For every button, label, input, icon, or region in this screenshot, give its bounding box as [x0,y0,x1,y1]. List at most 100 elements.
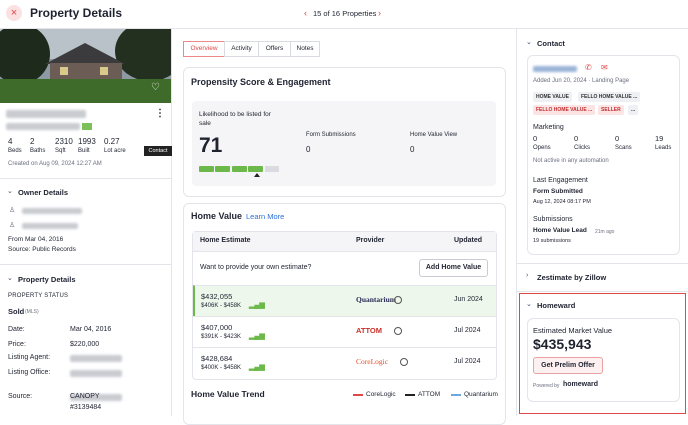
owner-since: From Mar 04, 2016 [8,236,64,243]
add-home-value-button[interactable]: Add Home Value [419,259,488,277]
phone-icon[interactable]: ✆ [585,63,592,72]
highlight-box [519,293,686,414]
label: Last Engagement [533,177,588,184]
chevron[interactable]: › [526,272,529,279]
tag[interactable]: FELLO HOME VALUE ... [533,105,596,115]
stat-label: Lot acre [104,148,126,154]
field-value: #3139484 [70,404,102,411]
redacted-value [70,394,122,401]
mail-icon[interactable]: ✉ [601,63,608,72]
prev-button[interactable]: ‹ [304,8,307,18]
section-title: Homeward [537,301,576,310]
legend-swatch [405,394,415,396]
redacted-value [70,370,122,377]
field-label: Date: [8,326,25,333]
close-button[interactable]: × [6,5,22,21]
redacted-owner [22,208,82,214]
tag[interactable]: SELLER [598,105,624,115]
field-label: Price: [8,341,26,348]
metric-value: 0 [533,134,538,143]
page-title: Property Details [30,6,123,20]
legend-swatch [451,394,461,396]
chevron[interactable]: ⌄ [526,301,532,308]
tag[interactable]: HOME VALUE [533,92,572,102]
range: $391K - $423K [201,334,242,340]
section-title: Property Details [18,275,76,284]
redacted-address [6,123,80,130]
stat-value: 0.27 [104,137,120,146]
legend-swatch [353,394,363,396]
card-title: Home Value [191,211,243,221]
stat-value: 1993 [78,137,96,146]
stat-label: Baths [30,148,46,154]
estimate-table [192,231,497,380]
divider [516,29,517,416]
prompt: Want to provide your own estimate? [200,264,312,271]
signal-icon: ▂▄▆ [249,302,265,309]
page: {"header":{"title":"Property Details","p… [0,5,688,425]
provider: Quantarium [356,295,397,304]
column-header: Provider [356,237,385,244]
chevron[interactable]: ⌄ [7,275,13,282]
updated: Jun 2024 [454,296,483,303]
updated: Jul 2024 [454,358,481,365]
estimate: $435,943 [533,336,592,352]
tag[interactable]: ... [628,105,639,115]
tag[interactable]: FELLO HOME VALUE ... [578,92,641,102]
tab[interactable]: Overview [183,41,225,57]
chevron[interactable]: ⌄ [526,39,532,46]
prelim-offer-button[interactable]: Get Prelim Offer [533,357,603,374]
estimate: $428,684 [201,354,233,363]
range: $406K - $458K [201,303,242,309]
learn-more-link[interactable]: Learn More [246,212,285,221]
info-icon[interactable] [400,358,408,366]
stat-label: Sqft [55,148,66,154]
next-button[interactable]: › [378,8,381,18]
automation-status: Not active in any automation [533,158,609,164]
row [193,285,496,316]
divider [0,264,171,265]
metric-value: 0 [410,145,415,154]
divider [517,263,688,264]
value: Home Value Lead [533,227,587,234]
score: 71 [199,134,223,157]
field-label: Source: [8,393,33,400]
score-segment [199,166,214,172]
stat-label: Built [78,148,90,154]
status-note: (MLS) [25,309,39,315]
legend-label: CoreLogic [366,391,396,398]
signal-icon: ▂▄▆ [249,364,265,371]
property-photo [0,29,171,103]
metric-label: Scans [615,145,632,151]
field-value: Mar 04, 2016 [70,326,112,333]
more-menu[interactable]: ⋮ [155,108,165,119]
tab[interactable]: Activity [224,41,259,57]
stat-value: 2310 [55,137,73,146]
info-icon[interactable] [394,327,402,335]
contact-card [527,55,680,255]
range: $400K - $458K [201,365,242,371]
label: Marketing [533,124,564,131]
score-marker [254,173,261,177]
person-icon: ♙ [9,222,16,229]
metric-label: Opens [533,145,551,151]
likelihood-label: Likelihood to be listed for sale [199,111,271,127]
tab[interactable]: Offers [258,41,291,57]
score-segment [264,166,280,172]
favorite-icon[interactable]: ♡ [151,82,160,93]
field-label: Listing Office: [8,369,51,376]
label: Submissions [533,216,573,223]
date: Aug 12, 2024 08:17 PM [533,199,591,205]
metric-value: 0 [615,134,620,143]
field-value: CANOPY [70,393,100,400]
score-segment [231,166,247,172]
created-date: Created on Aug 09, 2024 12:27 AM [8,161,102,167]
tab[interactable]: Notes [290,41,320,57]
person-icon: ♙ [9,207,16,214]
chevron[interactable]: ⌄ [7,188,13,195]
info-icon[interactable] [394,296,402,304]
row [193,316,496,347]
score-segment [215,166,231,172]
table-header [193,232,496,251]
pager: 15 of 16 Properties [313,9,377,18]
